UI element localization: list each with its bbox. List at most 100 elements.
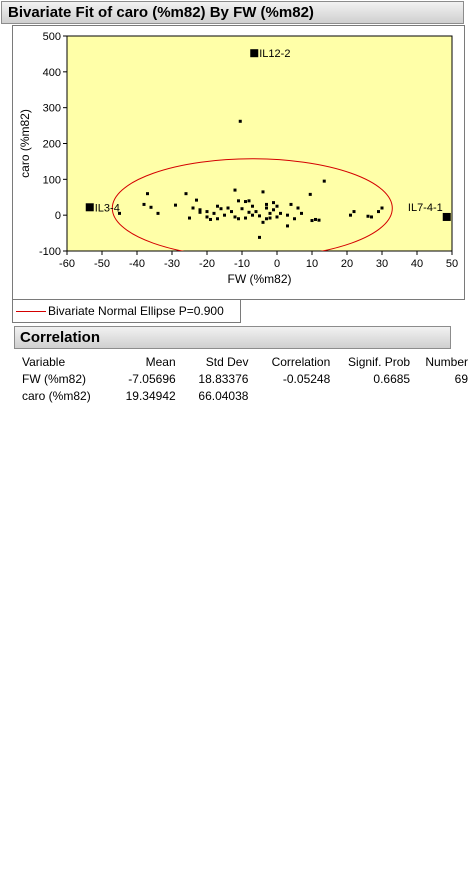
data-point: [275, 215, 279, 219]
cell-mean: -7.05696: [128, 371, 176, 386]
labeled-data-point: [85, 203, 94, 212]
cell-std-dev: 66.04038: [198, 388, 249, 403]
data-point: [149, 205, 153, 209]
data-point: [289, 202, 293, 206]
data-point: [314, 217, 317, 221]
col-variable: Variable: [22, 354, 66, 369]
data-point: [377, 210, 380, 214]
table-row: caro (%m82) 19.34942 66.04038: [22, 387, 468, 404]
data-point: [279, 211, 282, 215]
data-point: [296, 206, 300, 210]
data-point: [258, 235, 261, 239]
bivariate-normal-ellipse: [111, 158, 393, 251]
data-point: [156, 211, 160, 215]
col-mean: Mean: [145, 354, 176, 369]
labeled-data-point: [250, 49, 259, 58]
cell-std-dev: 18.83376: [198, 371, 249, 386]
y-axis-label: caro (%m82): [18, 109, 32, 178]
y-tick-label: 400: [43, 67, 61, 79]
data-point: [191, 206, 195, 210]
data-point: [219, 207, 223, 211]
data-point: [268, 211, 272, 215]
col-number: Number: [425, 354, 468, 369]
data-point: [233, 188, 237, 192]
data-point: [209, 217, 212, 221]
data-point: [223, 213, 226, 217]
data-point: [380, 206, 384, 210]
data-point: [216, 204, 219, 208]
bivariate-fit-header[interactable]: Bivariate Fit of caro (%m82) By FW (%m82…: [1, 1, 464, 24]
cell-mean: 19.34942: [125, 388, 176, 403]
data-point: [322, 179, 326, 183]
x-tick-label: -40: [129, 258, 145, 270]
data-point: [275, 204, 279, 208]
cell-correlation: -0.05248: [282, 371, 331, 386]
data-point: [184, 192, 188, 196]
data-point: [251, 204, 254, 208]
cell-correlation: [248, 387, 330, 404]
point-label: IL7-4-1: [408, 202, 443, 214]
scatter-plot: -60 -50 -40 -30 -20 -10 0 10 20 30 40 50-1000100200…: [18, 31, 458, 286]
correlation-title: Correlation: [20, 329, 101, 346]
legend-ellipse-label: Bivariate Normal Ellipse P=0.900: [48, 304, 224, 318]
y-tick-label: 0: [55, 210, 61, 222]
data-point: [118, 211, 121, 215]
data-point: [198, 208, 202, 212]
data-point: [265, 217, 268, 221]
x-tick-label: -60: [59, 258, 75, 270]
data-point: [251, 213, 254, 217]
data-point: [205, 215, 209, 219]
data-point: [244, 200, 247, 204]
cell-signif-prob: 0.6685: [373, 371, 411, 386]
y-tick-label: 100: [43, 174, 61, 186]
data-point: [237, 199, 240, 203]
cell-variable: caro (%m82): [22, 388, 91, 403]
data-point: [286, 224, 289, 228]
data-point: [142, 202, 146, 206]
data-point: [247, 210, 251, 214]
point-label: IL3-4: [95, 202, 120, 214]
plot-frame: -60 -50 -40 -30 -20 -10 0 10 20 30 40 50 -100 0 100 200…: [12, 25, 465, 300]
data-point: [268, 216, 272, 220]
correlation-header-row: Variable Mean Std Dev Correlation Signif…: [22, 353, 468, 370]
col-correlation: Correlation: [271, 354, 331, 369]
data-point: [254, 210, 258, 214]
x-axis-label: FW (%m82): [228, 272, 292, 286]
plot-area: [66, 35, 453, 252]
data-point: [146, 192, 149, 196]
col-signif-prob: Signif. Prob: [348, 354, 411, 369]
x-tick-label: 20: [341, 258, 353, 270]
data-point: [174, 203, 177, 207]
legend: Bivariate Normal Ellipse P=0.900: [12, 300, 241, 323]
x-tick-label: 10: [306, 258, 318, 270]
data-point: [230, 210, 233, 214]
data-point: [310, 219, 314, 223]
y-tick-label: 200: [43, 139, 61, 151]
cell-number: 69: [454, 371, 468, 386]
cell-signif-prob: [330, 387, 410, 404]
data-point: [261, 220, 265, 224]
data-point: [265, 206, 268, 210]
data-point: [370, 215, 373, 219]
data-point: [300, 211, 303, 215]
data-point: [205, 210, 209, 214]
data-point: [198, 210, 202, 214]
data-point: [237, 217, 240, 221]
x-tick-label: 0: [274, 258, 280, 270]
data-point: [195, 198, 198, 202]
data-point: [366, 214, 370, 218]
table-row: FW (%m82) -7.05696 18.83376 -0.05248 0.6…: [22, 370, 468, 387]
x-tick-label: -20: [199, 258, 215, 270]
data-point: [212, 211, 216, 215]
data-point: [272, 201, 275, 205]
data-point: [216, 217, 219, 221]
x-tick-label: -10: [234, 258, 250, 270]
data-point: [188, 216, 191, 220]
correlation-header[interactable]: Correlation: [14, 326, 451, 349]
x-tick-label: 30: [376, 258, 388, 270]
data-point: [258, 214, 261, 218]
point-label: IL12-2: [259, 48, 290, 60]
x-tick-label: -30: [164, 258, 180, 270]
legend-ellipse-swatch: [16, 310, 46, 312]
data-point: [286, 213, 289, 217]
